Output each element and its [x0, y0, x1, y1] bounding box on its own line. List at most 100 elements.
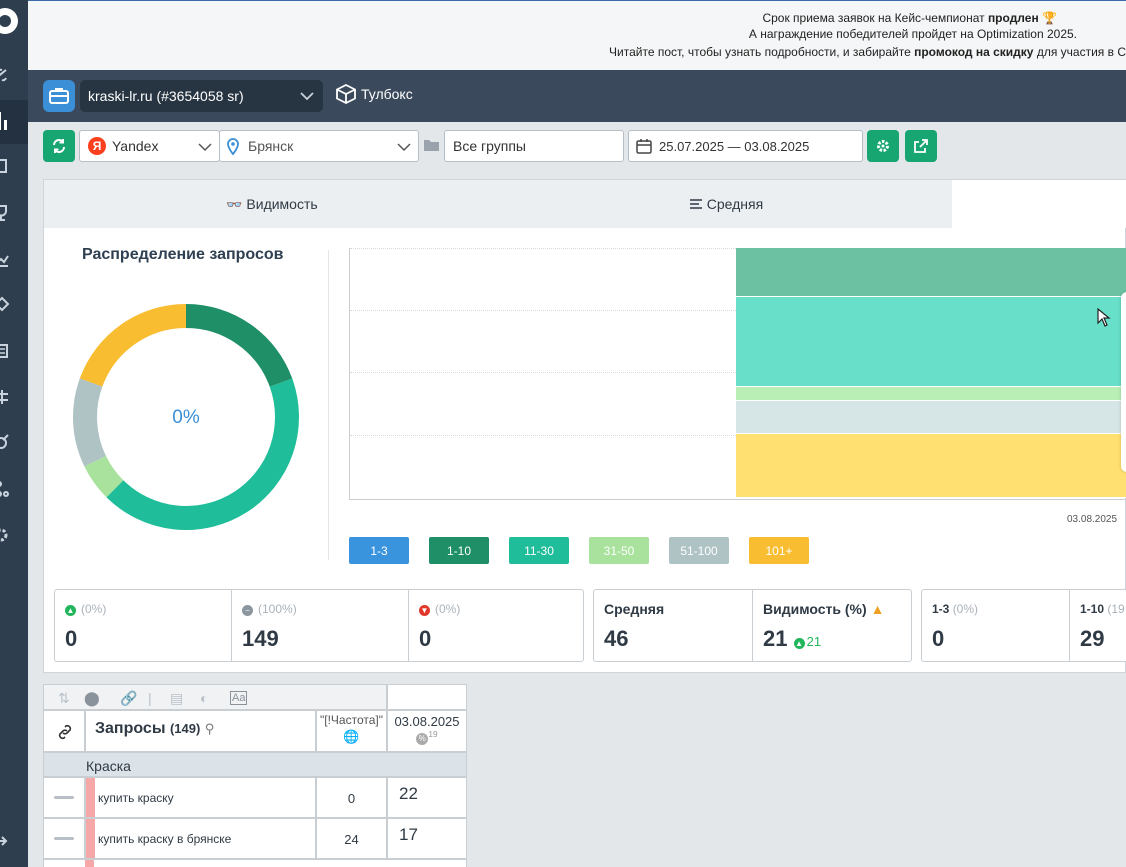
donut-segment-1-10[interactable]: [185, 304, 293, 388]
folder-icon: [424, 140, 439, 151]
stat-top3: 1-3 (0%) 0: [922, 590, 1070, 661]
legend-101+[interactable]: 101+: [749, 537, 809, 564]
trophy-icon[interactable]: [0, 204, 10, 222]
stat-top10: 1-10 (19 29: [1080, 602, 1125, 651]
legend-51-100[interactable]: 51-100: [669, 537, 729, 564]
arrow-up-icon: ▲: [65, 605, 76, 616]
stat-visibility: Видимость (%) ▲ 21 ▲ 21: [763, 601, 885, 651]
position-cell[interactable]: 17: [387, 818, 467, 859]
trend-icon[interactable]: [0, 250, 10, 268]
legend-31-50[interactable]: 31-50: [589, 537, 649, 564]
donut-segment-101+[interactable]: [79, 304, 187, 388]
query-cell[interactable]: купить краску в брянске: [85, 818, 316, 859]
project-select[interactable]: kraski-lr.ru (#3654058 sr): [80, 80, 323, 112]
legend-1-10[interactable]: 1-10: [429, 537, 489, 564]
yandex-icon: Я: [88, 136, 106, 155]
gear-icon: [877, 140, 889, 152]
font-icon[interactable]: Aa: [230, 691, 248, 705]
area-band-101+[interactable]: [736, 434, 1126, 498]
arrow-icon[interactable]: [0, 832, 10, 850]
calc-icon[interactable]: ▤: [170, 690, 184, 706]
contrast-icon[interactable]: ◐: [200, 690, 209, 706]
cursor-icon: [1097, 308, 1111, 327]
stat-average: Средняя 46: [594, 590, 753, 661]
link-icon[interactable]: 🔗: [120, 690, 138, 706]
copy-icon[interactable]: [0, 158, 10, 176]
toggle-icon[interactable]: ⬤: [84, 690, 100, 706]
tree-icon[interactable]: [0, 480, 10, 498]
chevron-down-icon: [198, 143, 212, 152]
link-icon[interactable]: [0, 66, 10, 84]
search-engine-select[interactable]: Я Yandex: [79, 130, 220, 162]
briefcase-icon[interactable]: [43, 80, 75, 112]
frequency-header[interactable]: "[!Частота]" 🌐: [316, 710, 387, 752]
chart-icon[interactable]: [0, 110, 10, 132]
row-status: [43, 777, 85, 818]
group-row[interactable]: Краска: [43, 752, 467, 777]
tag-icon[interactable]: [0, 296, 10, 314]
left-sidebar: [0, 0, 28, 867]
area-chart: [349, 248, 1126, 500]
location-pin-icon: [227, 138, 239, 156]
donut-segment-51-100[interactable]: [73, 378, 107, 467]
list-icon[interactable]: [0, 342, 10, 360]
tooltip-edge: [1121, 292, 1126, 472]
donut-center-value: 0%: [172, 407, 200, 428]
settings-button[interactable]: [867, 130, 899, 162]
refresh-icon: [53, 139, 65, 153]
dash-icon: [54, 837, 74, 840]
export-button[interactable]: [905, 130, 937, 162]
region-label: Брянск: [248, 138, 294, 154]
dash-icon: [54, 796, 74, 799]
banner-line-3[interactable]: Читайте пост, чтобы узнать подробности, …: [609, 45, 1126, 59]
search-icon[interactable]: ⚲: [204, 721, 215, 736]
area-band-11-30[interactable]: [736, 296, 1126, 388]
link-column-header[interactable]: [43, 710, 85, 752]
chart-tabs: 👓 Видимость Средняя: [44, 180, 1126, 228]
frequency-cell: 24: [316, 818, 387, 859]
donut-segment-11-30[interactable]: [106, 378, 299, 530]
range-stats: 1-3 (0%) 0 1-10 (19 29: [921, 589, 1126, 662]
chevron-down-icon: [397, 143, 411, 152]
toolbox-link[interactable]: Тулбокс: [336, 84, 413, 104]
area-band-31-50[interactable]: [736, 387, 1126, 401]
donut-chart: 0%: [73, 304, 299, 530]
banner-line-2: А награждение победителей пройдет на Opt…: [748, 27, 1077, 41]
query-cell[interactable]: купить краску: [85, 777, 316, 818]
bug-icon[interactable]: [0, 388, 10, 406]
calendar-icon: [636, 139, 652, 154]
tab-visibility[interactable]: 👓 Видимость: [226, 196, 318, 212]
toolbox-label: Тулбокс: [361, 86, 413, 102]
warning-icon[interactable]: ▲: [870, 601, 885, 617]
tab-average[interactable]: Средняя: [500, 180, 952, 228]
legend-1-3[interactable]: 1-3: [349, 537, 409, 564]
refresh-button[interactable]: [43, 130, 75, 162]
group-select[interactable]: Все группы: [444, 130, 624, 162]
lines-icon: [689, 199, 702, 209]
check-icon[interactable]: [0, 434, 10, 452]
table-row-partial: [43, 859, 467, 867]
sort-icon[interactable]: ⇅: [58, 690, 70, 706]
status-strip: [86, 819, 95, 858]
position-cell[interactable]: 22: [387, 777, 467, 818]
globe-icon: 🌐: [343, 729, 360, 744]
arrow-down-icon: ▼: [419, 605, 430, 616]
logo-icon[interactable]: [0, 8, 18, 34]
donut-segment-31-50[interactable]: [84, 455, 124, 498]
legend-11-30[interactable]: 11-30: [509, 537, 569, 564]
separator: |: [148, 690, 152, 706]
banner-line-1: Срок приема заявок на Кейс-чемпионат про…: [762, 11, 1057, 25]
queries-header[interactable]: Запросы (149) ⚲: [85, 710, 316, 752]
average-stats: Средняя 46 Видимость (%) ▲ 21 ▲ 21: [593, 589, 912, 662]
gear-icon[interactable]: [0, 526, 10, 544]
region-select[interactable]: Брянск: [219, 130, 419, 162]
table-toolbar: ⇅ ⬤ 🔗 | ▤ ◐ Aa: [43, 684, 387, 710]
date-column-header[interactable]: 03.08.2025 % 19: [387, 710, 467, 752]
area-band-51-100[interactable]: [736, 400, 1126, 435]
stat-up: ▲ (0%) 0: [55, 590, 232, 661]
search-engine-label: Yandex: [112, 138, 159, 154]
area-band-1-10[interactable]: [736, 248, 1126, 297]
movement-stats: ▲ (0%) 0 − (100%) 149 ▼ (0%) 0: [54, 589, 584, 662]
date-range-picker[interactable]: 25.07.2025 — 03.08.2025: [628, 130, 863, 162]
tab-active[interactable]: [952, 180, 1126, 228]
